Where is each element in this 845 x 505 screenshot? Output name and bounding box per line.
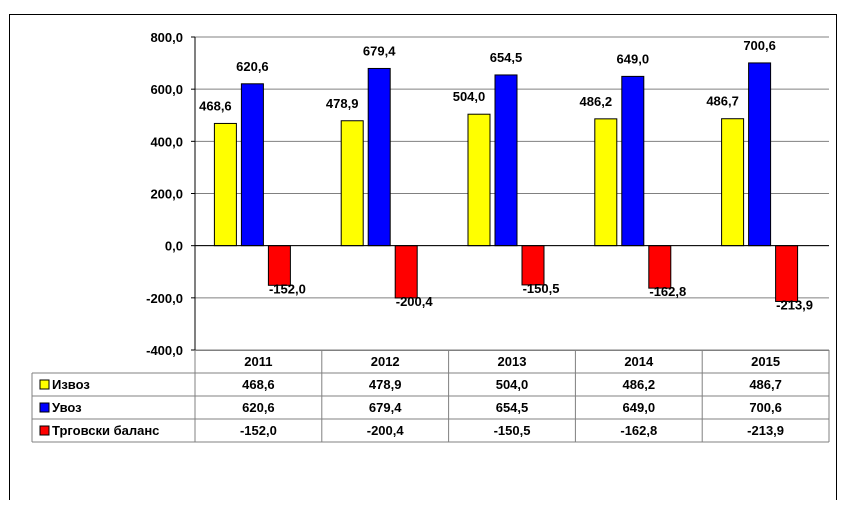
- table-cell: 654,5: [496, 400, 529, 415]
- x-tick-label: 2013: [498, 354, 527, 369]
- bar-import: [240, 83, 264, 247]
- data-label: 486,7: [706, 94, 739, 109]
- table-cell: -200,4: [367, 423, 405, 438]
- table-cell: 468,6: [242, 377, 275, 392]
- data-label: 486,2: [580, 94, 613, 109]
- data-label: 649,0: [617, 51, 650, 66]
- bar-export: [213, 122, 237, 247]
- y-tick-label: -200,0: [146, 291, 183, 306]
- data-label: 468,6: [199, 98, 232, 113]
- table-cell: 649,0: [623, 400, 656, 415]
- table-cell: 504,0: [496, 377, 529, 392]
- y-tick-label: 600,0: [150, 82, 183, 97]
- legend-label: Увоз: [52, 400, 82, 415]
- x-tick-label: 2011: [244, 354, 272, 369]
- bar-balance: [394, 245, 418, 299]
- legend-label: Извоз: [52, 377, 90, 392]
- data-label: -150,5: [523, 281, 560, 296]
- table-cell: 620,6: [242, 400, 275, 415]
- table-cell: 486,7: [749, 377, 782, 392]
- table-cell: -150,5: [494, 423, 531, 438]
- x-tick-label: 2015: [751, 354, 780, 369]
- x-tick-label: 2012: [371, 354, 400, 369]
- legend-key: [39, 379, 50, 390]
- table-cell: -162,8: [620, 423, 657, 438]
- legend-key: [39, 402, 50, 413]
- y-tick-label: 800,0: [150, 30, 183, 45]
- table-cell: -152,0: [240, 423, 277, 438]
- bar-export: [721, 118, 745, 247]
- data-label: 478,9: [326, 96, 359, 111]
- data-label: -162,8: [649, 284, 686, 299]
- data-label: 679,4: [363, 43, 396, 58]
- y-tick-label: 400,0: [150, 134, 183, 149]
- table-cell: -213,9: [747, 423, 784, 438]
- bar-import: [748, 62, 772, 247]
- chart-frame: [9, 14, 837, 500]
- x-tick-label: 2014: [624, 354, 654, 369]
- table-cell: 679,4: [369, 400, 402, 415]
- bar-balance: [267, 245, 291, 286]
- data-label: 700,6: [743, 38, 776, 53]
- y-tick-label: 200,0: [150, 187, 183, 202]
- table-cell: 478,9: [369, 377, 402, 392]
- bar-import: [494, 74, 518, 247]
- bar-import: [367, 67, 391, 247]
- bar-balance: [521, 245, 545, 286]
- bar-export: [594, 118, 618, 247]
- bar-import: [621, 75, 645, 247]
- data-label: -213,9: [776, 297, 813, 312]
- bar-export: [467, 113, 491, 247]
- y-tick-label: 0,0: [165, 239, 183, 254]
- y-tick-label: -400,0: [146, 343, 183, 358]
- table-cell: 486,2: [623, 377, 656, 392]
- data-label: -152,0: [269, 281, 306, 296]
- data-label: 620,6: [236, 59, 269, 74]
- data-label: -200,4: [396, 294, 434, 309]
- legend-key: [39, 425, 50, 436]
- bar-export: [340, 120, 364, 247]
- bar-balance: [648, 245, 672, 289]
- legend-label: Трговски баланс: [52, 423, 159, 438]
- bar-balance: [775, 245, 799, 302]
- table-cell: 700,6: [749, 400, 782, 415]
- data-label: 654,5: [490, 50, 523, 65]
- data-label: 504,0: [453, 89, 486, 104]
